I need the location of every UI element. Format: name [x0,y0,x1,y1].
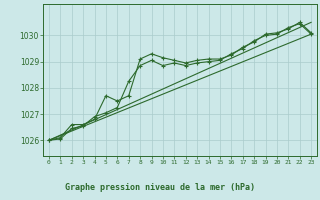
Text: Graphe pression niveau de la mer (hPa): Graphe pression niveau de la mer (hPa) [65,183,255,192]
